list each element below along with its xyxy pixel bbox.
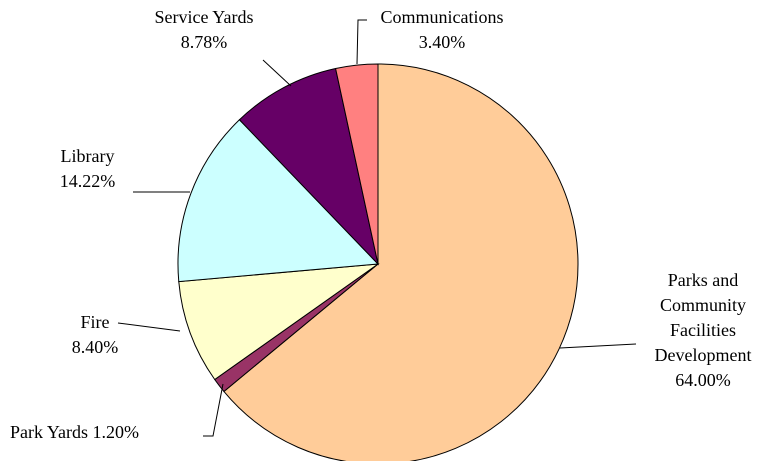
slice-label: Communications 3.40% bbox=[362, 5, 522, 55]
slice-name: Library bbox=[60, 146, 115, 166]
slice-label: Parks and Community Facilities Developme… bbox=[628, 268, 773, 393]
slice-name: Communications bbox=[380, 7, 504, 27]
slice-value: 8.40% bbox=[71, 337, 119, 357]
pie-slice bbox=[177, 119, 380, 283]
slice-value: 8.78% bbox=[180, 32, 228, 52]
slice-value: 64.00% bbox=[675, 370, 731, 390]
pie-slice bbox=[178, 263, 380, 381]
pie-slice bbox=[223, 63, 579, 461]
leader-line bbox=[262, 59, 292, 87]
leader-line bbox=[356, 19, 367, 65]
pie-slice bbox=[335, 63, 379, 265]
slice-name: Park Yards bbox=[10, 422, 89, 442]
slice-name: Service Yards bbox=[154, 7, 254, 27]
leader-line bbox=[117, 322, 181, 332]
slice-value: 3.40% bbox=[418, 32, 466, 52]
slice-value: 14.22% bbox=[59, 171, 116, 191]
slice-label: Park Yards 1.20% bbox=[10, 420, 210, 445]
slice-name: Parks and Community Facilities Developme… bbox=[654, 270, 752, 365]
slice-label: Fire 8.40% bbox=[50, 310, 140, 360]
slice-name: Fire bbox=[80, 312, 110, 332]
pie-slice bbox=[238, 67, 379, 266]
slice-label: Service Yards 8.78% bbox=[134, 5, 274, 55]
leader-line bbox=[559, 343, 637, 349]
slice-value: 1.20% bbox=[92, 422, 140, 442]
leader-line bbox=[203, 383, 224, 437]
slice-label: Library 14.22% bbox=[40, 144, 135, 194]
